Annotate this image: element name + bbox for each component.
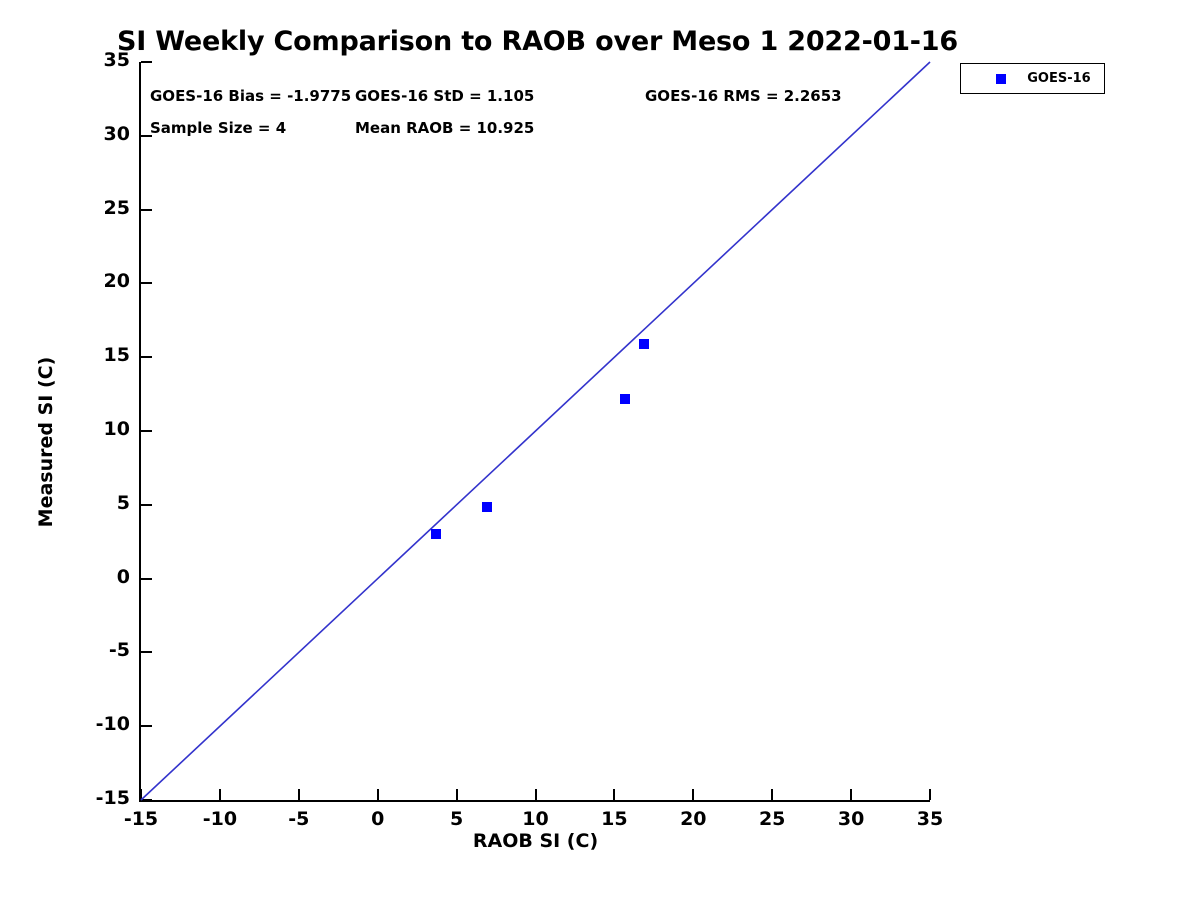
x-tick <box>534 789 537 800</box>
x-tick-label: 30 <box>837 808 865 830</box>
chart-title: SI Weekly Comparison to RAOB over Meso 1… <box>117 26 958 57</box>
y-tick <box>141 134 152 137</box>
x-tick-label: -15 <box>123 808 159 830</box>
annotation-mean-raob: Mean RAOB = 10.925 <box>355 119 535 137</box>
legend: GOES-16 <box>960 63 1105 94</box>
legend-label-goes-16: GOES-16 <box>1027 71 1091 86</box>
y-tick <box>141 282 152 285</box>
x-tick-label: -5 <box>288 808 310 830</box>
x-tick-label: 5 <box>449 808 464 830</box>
data-point <box>481 502 492 512</box>
y-tick-label: 10 <box>103 418 130 440</box>
y-tick-label: 20 <box>103 270 130 293</box>
x-tick-label: 15 <box>601 808 628 830</box>
x-tick <box>297 789 300 800</box>
x-tick <box>613 789 616 800</box>
y-tick-label: -10 <box>95 713 130 736</box>
y-tick <box>141 208 152 211</box>
x-tick <box>771 789 774 800</box>
y-tick <box>141 503 152 506</box>
y-tick <box>141 799 152 801</box>
data-point <box>639 338 650 349</box>
y-tick <box>141 61 152 63</box>
x-axis-label: RAOB SI (C) <box>472 830 599 852</box>
annotation-rms: GOES-16 RMS = 2.2653 <box>645 87 842 105</box>
y-tick <box>141 651 152 654</box>
y-tick <box>141 577 152 580</box>
x-tick-label: -10 <box>202 808 238 830</box>
data-point <box>431 529 442 540</box>
one-to-one-reference-line <box>140 61 931 801</box>
x-tick-label: 10 <box>522 808 549 830</box>
y-axis-spine <box>139 62 141 802</box>
y-tick-label: 35 <box>103 49 130 71</box>
x-tick <box>455 789 458 800</box>
y-tick-label: -15 <box>95 787 130 809</box>
y-tick-label: 5 <box>116 491 130 514</box>
y-tick <box>141 356 152 359</box>
y-tick <box>141 430 152 432</box>
x-tick <box>376 789 379 800</box>
x-tick-label: 20 <box>680 808 707 830</box>
y-axis-label: Measured SI (C) <box>35 356 57 528</box>
x-axis-spine <box>139 800 930 802</box>
x-tick-label: 35 <box>916 808 944 830</box>
x-tick-label: 0 <box>371 808 385 830</box>
y-tick-label: 0 <box>116 565 130 588</box>
annotation-std: GOES-16 StD = 1.105 <box>355 87 535 105</box>
y-tick-label: -5 <box>108 639 130 662</box>
y-tick <box>141 725 152 728</box>
x-tick <box>850 789 853 800</box>
x-tick <box>218 789 221 800</box>
x-tick <box>929 789 931 800</box>
x-tick-label: 25 <box>758 808 786 830</box>
legend-swatch-goes-16 <box>996 74 1006 84</box>
y-tick-label: 15 <box>103 344 130 367</box>
x-tick <box>692 789 695 800</box>
y-tick-label: 30 <box>103 122 130 145</box>
annotation-sample-size: Sample Size = 4 <box>150 119 287 137</box>
data-point <box>620 393 631 404</box>
y-tick-label: 25 <box>103 196 130 219</box>
annotation-bias: GOES-16 Bias = -1.9775 <box>150 87 352 105</box>
